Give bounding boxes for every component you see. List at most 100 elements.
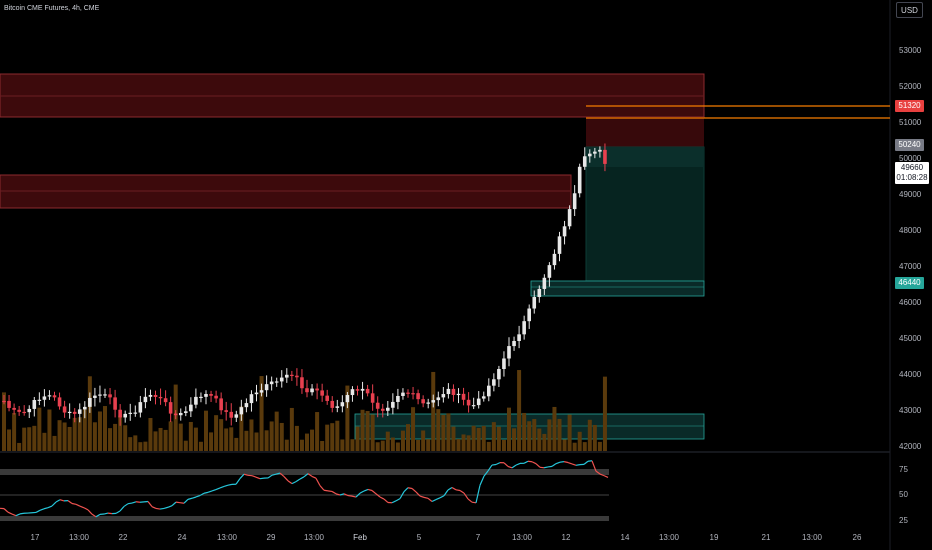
candle-body [557,236,562,254]
time-tick-label: 13:00 [303,533,325,542]
rsi-segment [403,487,409,493]
price-tick-label: 47000 [899,262,922,271]
time-tick-label: 26 [852,533,862,542]
short-stop-zone[interactable] [586,117,704,147]
price-tick-label: 52000 [899,82,922,91]
rsi-segment [375,493,381,498]
rsi-segment [219,485,225,489]
time-tick-label: 13:00 [68,533,90,542]
rsi-segment [591,460,597,472]
support-price-badge: 46440 [895,277,924,289]
candle-body [27,408,32,413]
volume-bar [264,430,269,451]
rsi-segment [167,505,173,508]
rsi-segment [415,491,421,497]
rsi-segment [115,510,121,514]
candle-body [7,400,11,408]
volume-bar [335,420,340,451]
rsi-segment [515,462,521,466]
volume-bar [592,424,597,451]
time-tick-label: 13:00 [801,533,823,542]
candle-body [118,409,122,418]
volume-bar [123,425,128,451]
supply-zone-upper[interactable] [0,73,705,118]
candle-body [310,388,314,393]
volume-bar [360,409,365,451]
rsi-segment [451,486,457,491]
supply-zone-lower[interactable] [0,174,572,209]
volume-bars [2,370,607,451]
volume-bar [57,420,62,451]
volume-bar [320,441,325,451]
rsi-segment [603,475,609,478]
rsi-segment [399,491,405,499]
volume-bar [446,413,451,451]
candle-body [178,412,183,416]
volume-bar [572,442,577,451]
volume-bar [62,422,67,451]
candle-body [441,394,446,398]
rsi-segment [251,475,257,478]
time-tick-label: 13:00 [658,533,680,542]
volume-bar [32,425,37,451]
rsi-segment [423,496,429,499]
time-tick-label: 21 [761,533,771,542]
time-tick-label: Feb [353,533,367,542]
long-position-zone[interactable] [585,146,705,282]
rsi-segment [235,478,241,485]
rsi-segment [75,503,81,507]
volume-bar [168,421,173,451]
volume-bar [481,425,486,451]
current-price-label: 49660 [900,163,924,172]
time-tick-label: 14 [620,533,630,542]
price-tick-label: 44000 [899,370,922,379]
volume-bar [330,423,335,451]
volume-bar [198,441,203,451]
volume-bar [77,417,82,451]
rsi-segment [199,492,205,497]
candle-body [153,394,158,397]
rsi-segment [279,472,285,478]
rsi-segment [179,502,185,504]
rsi-segment [271,473,277,476]
rsi-segment [343,493,349,497]
volume-bar [385,431,390,451]
volume-bar [310,429,315,451]
rsi-segment [311,475,317,479]
candle-body [305,388,309,393]
candle-body [42,396,47,400]
candle-body [32,400,37,409]
volume-bar [143,441,148,451]
candle-body [67,411,72,414]
rsi-segment [155,507,161,510]
volume-bar [567,414,572,451]
candle-body [133,412,138,414]
rsi-segment [87,509,93,515]
support-zone-mid[interactable] [530,280,705,297]
rsi-segment [419,495,425,498]
rsi-segment [51,501,57,507]
rsi-segment [79,505,85,509]
rsi-segment [283,476,289,482]
volume-bar [557,418,562,451]
candle-body [552,253,557,266]
candle-body [2,400,6,403]
rsi-segment [11,513,17,517]
rsi-segment [439,495,445,499]
rsi-segment [187,497,193,500]
candle-body [320,390,324,396]
volume-bar [209,432,214,451]
time-tick-label: 29 [266,533,276,542]
candle-body [249,394,254,404]
symbol-title[interactable]: Bitcoin CME Futures, 4h, CME [4,5,100,12]
currency-button[interactable]: USD [896,2,923,18]
rsi-segment [427,497,433,502]
price-tick-label: 49000 [899,190,922,199]
rsi-segment [459,489,465,494]
last-close-badge: 50240 [895,139,924,151]
candle-body [194,396,198,405]
rsi-segment [583,460,589,465]
candle-body [502,358,506,370]
candle-body [431,400,436,403]
